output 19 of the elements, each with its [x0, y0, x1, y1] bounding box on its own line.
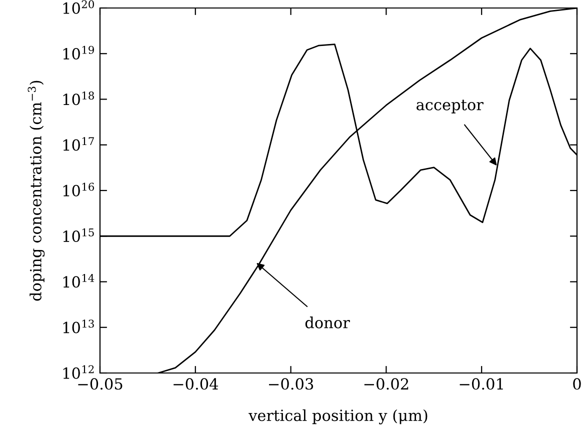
- y-tick-label: 10$^{14}$: [63, 274, 94, 288]
- y-tick-label: 10$^{15}$: [63, 228, 94, 242]
- annotation: donor: [305, 316, 350, 328]
- x-tick-label: −0.03: [269, 378, 314, 390]
- y-tick-label: 10$^{16}$: [63, 182, 94, 196]
- y-tick-label: 10$^{17}$: [63, 137, 94, 151]
- y-tick-label: 10$^{18}$: [63, 91, 94, 106]
- x-tick-label: 0: [573, 378, 581, 390]
- y-tick-label: 10$^{19}$: [63, 46, 94, 60]
- x-tick-label: −0.04: [174, 378, 218, 390]
- x-tick-label: −0.05: [78, 378, 122, 390]
- annotation: acceptor: [416, 100, 484, 114]
- x-tick-label: −0.01: [460, 378, 503, 390]
- y-tick-label: 10$^{12}$: [63, 365, 94, 379]
- x-axis-title: vertical position y (μm): [248, 409, 428, 424]
- y-axis-title: doping concentration (cm$^{−3}$): [28, 80, 45, 301]
- y-tick-label: 10$^{13}$: [63, 320, 94, 334]
- y-tick-label: 10$^{20}$: [63, 0, 94, 14]
- x-tick-label: −0.02: [364, 378, 408, 390]
